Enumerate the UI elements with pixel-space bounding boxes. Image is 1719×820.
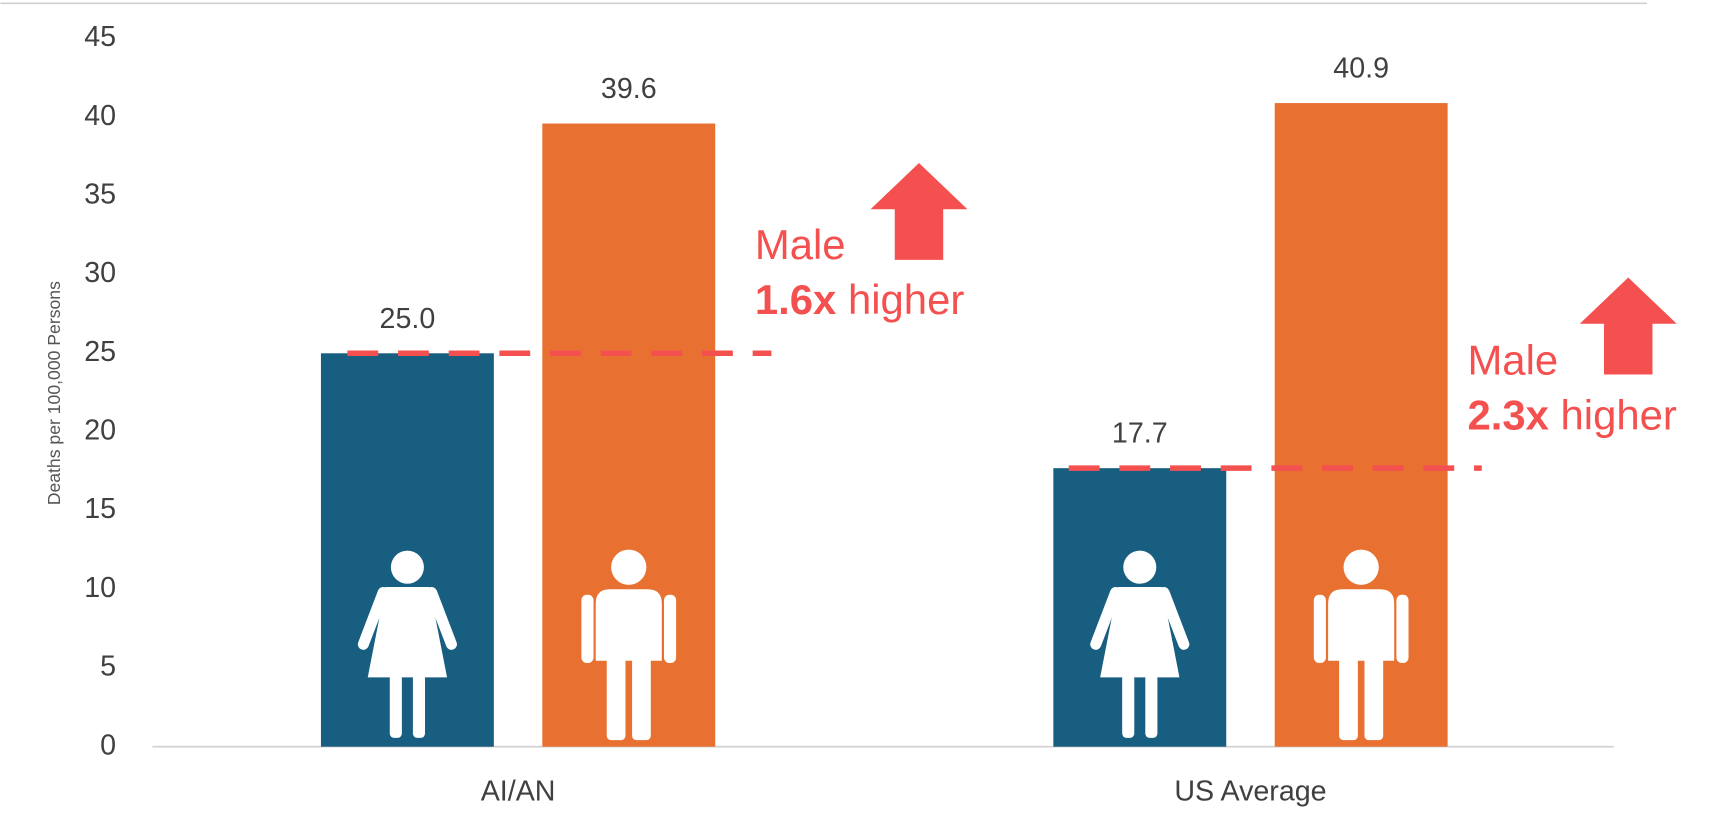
male-icon <box>581 549 677 741</box>
icon-torso <box>1328 589 1395 661</box>
icon-torso <box>595 589 662 661</box>
annotation-text: 1.6x higher <box>755 276 964 323</box>
value-label: 25.0 <box>380 303 436 335</box>
annotation-title: Male <box>1467 337 1558 384</box>
up-arrow <box>870 163 968 260</box>
bar <box>320 353 494 747</box>
icon-leg <box>389 674 402 738</box>
up-arrow <box>1579 277 1677 375</box>
y-tick-label: 40 <box>84 100 116 132</box>
icon-dress <box>1100 587 1180 678</box>
annotation-text: 2.3x higher <box>1467 392 1676 439</box>
y-tick-label: 15 <box>84 493 116 525</box>
icon-head <box>1123 550 1157 584</box>
icon-arm <box>664 594 677 664</box>
value-label: 39.6 <box>601 73 657 105</box>
icon-arms <box>357 587 457 650</box>
icon-head <box>611 549 647 585</box>
x-tick-label: US Average <box>1174 776 1326 808</box>
y-tick-label: 5 <box>100 651 116 683</box>
y-tick-label: 10 <box>84 572 116 604</box>
icon-leg <box>1145 674 1158 738</box>
icon-leg <box>412 674 426 738</box>
annotation-higher: higher <box>848 276 964 323</box>
y-tick-label: 30 <box>84 257 116 289</box>
icon-dress <box>367 587 448 678</box>
icon-arm <box>581 594 594 664</box>
value-label: 17.7 <box>1112 418 1168 450</box>
icon-arm <box>1313 594 1326 664</box>
icon-head <box>390 550 424 584</box>
icon-leg <box>606 655 626 741</box>
y-tick-label: 0 <box>100 729 116 761</box>
icon-leg <box>1364 655 1384 741</box>
female-icon <box>1090 550 1190 738</box>
icon-arm <box>1396 594 1409 664</box>
annotation-ratio: 1.6x <box>755 276 836 323</box>
y-tick-label: 35 <box>84 178 116 210</box>
y-tick-label: 25 <box>84 336 116 368</box>
icon-leg <box>632 655 651 741</box>
icon-arms <box>1090 587 1190 650</box>
male-icon <box>1313 549 1409 741</box>
icon-leg <box>1339 655 1358 741</box>
icon-head <box>1343 549 1379 585</box>
icon-leg <box>1122 674 1135 738</box>
value-label: 40.9 <box>1333 53 1389 85</box>
female-icon <box>357 550 457 738</box>
annotation-higher: higher <box>1561 392 1677 439</box>
annotation-title: Male <box>755 221 846 268</box>
annotation-ratio: 2.3x <box>1467 392 1548 439</box>
y-tick-label: 45 <box>84 21 116 53</box>
x-tick-label: AI/AN <box>481 776 556 808</box>
y-tick-label: 20 <box>84 415 116 447</box>
y-axis-title: Deaths per 100,000 Persons <box>44 281 64 505</box>
